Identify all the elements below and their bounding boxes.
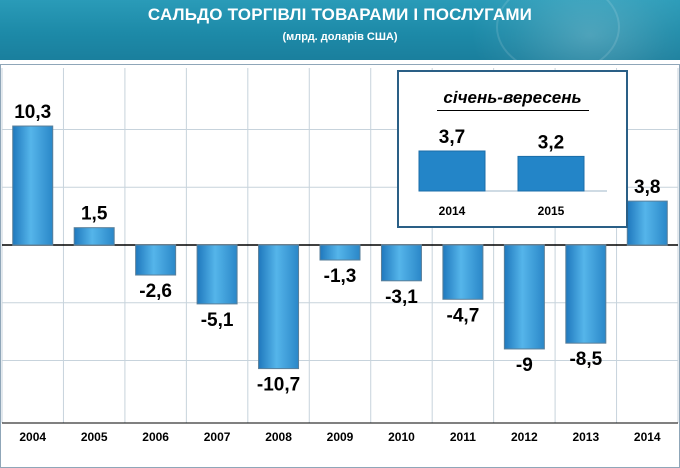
x-tick-2007: 2007 — [204, 430, 231, 444]
bar-2013 — [565, 244, 607, 344]
x-tick-2011: 2011 — [450, 430, 476, 444]
value-label-2004: 10,3 — [14, 102, 51, 123]
x-tick-2005: 2005 — [81, 430, 108, 444]
bar-2012 — [503, 244, 545, 350]
value-label-2014: 3,8 — [634, 177, 660, 198]
x-tick-2014: 2014 — [634, 430, 661, 444]
value-label-2012: -9 — [516, 355, 533, 376]
bar-2008 — [258, 244, 300, 370]
inset-chart-box: січень-вересень 3,7 2014 3,2 2015 — [397, 70, 628, 228]
header-banner: САЛЬДО ТОРГІВЛІ ТОВАРАМИ І ПОСЛУГАМИ (мл… — [0, 0, 680, 60]
x-tick-2008: 2008 — [265, 430, 292, 444]
value-label-2005: 1,5 — [81, 204, 108, 225]
bar-2014 — [626, 200, 668, 246]
inset-x-tick-2015: 2015 — [538, 204, 565, 218]
inset-title: січень-вересень — [443, 88, 582, 107]
x-tick-2010: 2010 — [388, 430, 415, 444]
x-tick-2013: 2013 — [572, 430, 599, 444]
value-label-2008: -10,7 — [257, 375, 300, 396]
inset-bar-chart: 3,7 2014 3,2 2015 — [418, 127, 607, 218]
value-label-2009: -1,3 — [324, 266, 357, 287]
bar-2010 — [380, 244, 422, 282]
bar-2005 — [73, 227, 115, 246]
value-label-2010: -3,1 — [385, 287, 418, 308]
inset-value-label-2014: 3,7 — [439, 127, 465, 148]
inset-title-underline — [437, 110, 589, 111]
bar-2009 — [319, 244, 361, 261]
bar-2006 — [135, 244, 177, 276]
inset-x-tick-2014: 2014 — [439, 204, 466, 218]
value-label-2011: -4,7 — [447, 305, 480, 326]
value-label-2007: -5,1 — [201, 310, 234, 331]
inset-value-label-2015: 3,2 — [538, 132, 564, 153]
x-tick-2006: 2006 — [142, 430, 169, 444]
inset-bar-2015 — [517, 155, 585, 192]
bar-2007 — [196, 244, 238, 305]
bar-2004 — [12, 125, 54, 246]
x-tick-2012: 2012 — [511, 430, 538, 444]
x-tick-2009: 2009 — [327, 430, 354, 444]
bar-2011 — [442, 244, 484, 300]
decorative-swirl-ring — [496, 0, 620, 60]
page-title: САЛЬДО ТОРГІВЛІ ТОВАРАМИ І ПОСЛУГАМИ — [147, 5, 533, 24]
inset-bar-2014 — [418, 150, 486, 192]
value-label-2013: -8,5 — [569, 349, 602, 370]
page-subtitle: (млрд. доларів США) — [282, 31, 398, 43]
value-label-2006: -2,6 — [139, 281, 172, 302]
x-tick-2004: 2004 — [19, 430, 46, 444]
